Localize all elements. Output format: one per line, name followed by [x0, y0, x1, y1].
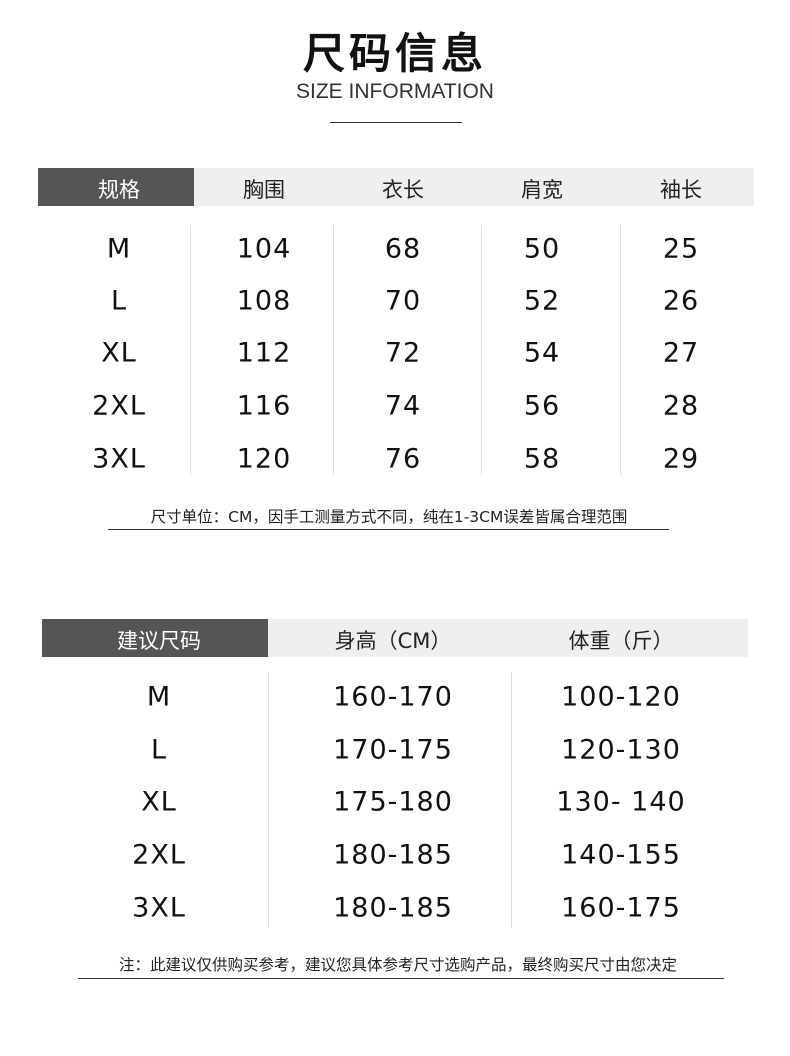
- value-cell: 52: [523, 285, 561, 317]
- size-label-cell: M: [106, 233, 132, 265]
- value-cell: 76: [384, 443, 422, 475]
- value-cell: 112: [236, 337, 292, 369]
- column-divider: [190, 225, 191, 475]
- value-cell: 74: [384, 390, 422, 422]
- size-label-cell: L: [150, 734, 168, 766]
- value-cell: 116: [236, 390, 292, 422]
- column-header: 袖长: [660, 178, 702, 202]
- column-header: 建议尺码: [117, 629, 201, 653]
- value-cell: 120-130: [561, 734, 681, 766]
- size-note-underline: [108, 529, 669, 530]
- value-cell: 70: [384, 285, 422, 317]
- value-cell: 56: [523, 390, 561, 422]
- value-cell: 28: [662, 390, 700, 422]
- column-divider: [333, 225, 334, 475]
- column-divider: [268, 672, 269, 928]
- size-label-cell: XL: [141, 786, 177, 818]
- value-cell: 108: [236, 285, 292, 317]
- page-title: 尺码信息: [302, 29, 487, 78]
- column-divider: [481, 225, 482, 475]
- value-cell: 100-120: [561, 681, 681, 713]
- recommend-note-underline: [78, 978, 724, 979]
- value-cell: 160-175: [561, 892, 681, 924]
- value-cell: 72: [384, 337, 422, 369]
- value-cell: 104: [236, 233, 292, 265]
- size-label-cell: 3XL: [132, 892, 186, 924]
- column-header: 体重（斤）: [568, 629, 674, 653]
- column-header: 胸围: [243, 178, 285, 202]
- size-label-cell: XL: [101, 337, 137, 369]
- title-divider: [330, 122, 462, 123]
- column-header: 肩宽: [521, 178, 563, 202]
- size-label-cell: M: [146, 681, 172, 713]
- size-label-cell: 2XL: [132, 839, 186, 871]
- size-table-note: 尺寸单位：CM，因手工测量方式不同，纯在1-3CM误差皆属合理范围: [150, 508, 628, 526]
- value-cell: 50: [523, 233, 561, 265]
- value-cell: 27: [662, 337, 700, 369]
- size-label-cell: L: [110, 285, 128, 317]
- page-subtitle: SIZE INFORMATION: [296, 80, 494, 103]
- size-table-header-dark: [38, 168, 194, 206]
- value-cell: 120: [236, 443, 292, 475]
- column-divider: [620, 225, 621, 475]
- value-cell: 170-175: [333, 734, 453, 766]
- value-cell: 175-180: [333, 786, 453, 818]
- value-cell: 180-185: [333, 892, 453, 924]
- value-cell: 140-155: [561, 839, 681, 871]
- value-cell: 180-185: [333, 839, 453, 871]
- value-cell: 29: [662, 443, 700, 475]
- column-divider: [511, 672, 512, 928]
- value-cell: 25: [662, 233, 700, 265]
- recommend-table-header-dark: [42, 619, 268, 657]
- value-cell: 26: [662, 285, 700, 317]
- value-cell: 58: [523, 443, 561, 475]
- size-label-cell: 2XL: [92, 390, 146, 422]
- value-cell: 54: [523, 337, 561, 369]
- column-header: 身高（CM）: [334, 629, 452, 653]
- value-cell: 68: [384, 233, 422, 265]
- value-cell: 160-170: [333, 681, 453, 713]
- recommend-table-note: 注：此建议仅供购买参考，建议您具体参考尺寸选购产品，最终购买尺寸由您决定: [118, 956, 678, 974]
- column-header: 规格: [98, 178, 140, 202]
- size-label-cell: 3XL: [92, 443, 146, 475]
- column-header: 衣长: [382, 178, 424, 202]
- value-cell: 130- 140: [556, 786, 686, 818]
